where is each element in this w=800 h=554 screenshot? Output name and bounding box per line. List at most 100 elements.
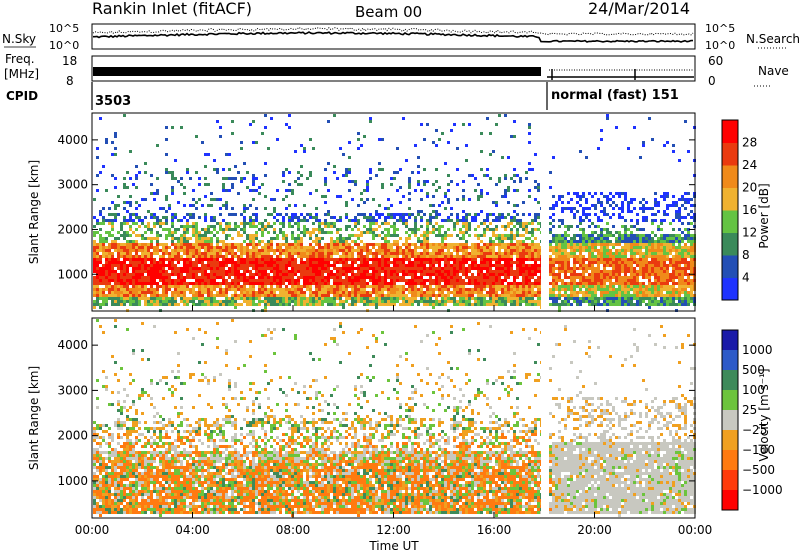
power-cell-3164 bbox=[441, 225, 444, 228]
power-cell-194 bbox=[114, 207, 117, 210]
power-cell-2438 bbox=[360, 276, 363, 279]
power-cell-2227 bbox=[336, 285, 339, 288]
power-cell-2996 bbox=[423, 231, 426, 234]
power-cell-224 bbox=[117, 246, 120, 249]
power-cell-1591 bbox=[267, 213, 270, 216]
power-cell-3687 bbox=[498, 276, 501, 279]
power-cell-4590 bbox=[603, 294, 606, 297]
power-cell-2195 bbox=[333, 264, 336, 267]
power-cell-2550 bbox=[372, 282, 375, 285]
power-cell-149 bbox=[108, 276, 111, 279]
power-cell-4789 bbox=[624, 300, 627, 303]
power-cell-1285 bbox=[234, 213, 237, 216]
power-cell-2159 bbox=[327, 303, 330, 306]
power-cell-3291 bbox=[456, 168, 459, 171]
power-cell-2902 bbox=[411, 288, 414, 291]
power-cell-301 bbox=[126, 186, 129, 189]
power-cell-3676 bbox=[498, 243, 501, 246]
power-cell-3776 bbox=[507, 288, 510, 291]
power-cell-4897 bbox=[636, 300, 639, 303]
power-cell-2914 bbox=[414, 228, 417, 231]
power-cell-1138 bbox=[216, 273, 219, 276]
power-cell-234 bbox=[117, 279, 120, 282]
power-cell-1827 bbox=[291, 291, 294, 294]
power-cell-3361 bbox=[462, 261, 465, 264]
power-cell-4307 bbox=[573, 270, 576, 273]
power-cell-613 bbox=[159, 270, 162, 273]
power-cell-2680 bbox=[387, 249, 390, 252]
power-cell-1580 bbox=[264, 282, 267, 285]
power-cell-206 bbox=[114, 270, 117, 273]
power-cell-2262 bbox=[342, 237, 345, 240]
power-cell-2561 bbox=[375, 222, 378, 225]
power-cell-3911 bbox=[522, 267, 525, 270]
power-cell-4452 bbox=[588, 303, 591, 306]
power-cell-1462 bbox=[252, 258, 255, 261]
power-cell-4865 bbox=[633, 279, 636, 282]
power-cell-2392 bbox=[357, 132, 360, 135]
power-cell-3865 bbox=[516, 291, 519, 294]
power-cell-1428 bbox=[249, 261, 252, 264]
power-cell-3033 bbox=[426, 249, 429, 252]
power-cell-3451 bbox=[474, 216, 477, 219]
power-cell-3844 bbox=[516, 219, 519, 222]
power-cell-334 bbox=[129, 213, 132, 216]
power-cell-2493 bbox=[366, 273, 369, 276]
power-cell-1774 bbox=[288, 126, 291, 129]
power-cell-3220 bbox=[447, 219, 450, 222]
beam-title: Beam 00 bbox=[355, 3, 422, 21]
power-cell-1664 bbox=[273, 303, 276, 306]
power-cell-3976 bbox=[528, 288, 531, 291]
power-cell-3625 bbox=[492, 264, 495, 267]
power-cell-3113 bbox=[435, 234, 438, 237]
power-cell-4109 bbox=[549, 294, 552, 297]
freq-left-label-2: [MHz] bbox=[4, 67, 39, 81]
power-cell-861 bbox=[186, 276, 189, 279]
power-cell-2761 bbox=[396, 240, 399, 243]
power-cell-1876 bbox=[297, 270, 300, 273]
power-cell-3642 bbox=[495, 216, 498, 219]
power-cell-915 bbox=[192, 291, 195, 294]
power-cell-4478 bbox=[591, 297, 594, 300]
power-cell-3442 bbox=[471, 282, 474, 285]
power-cell-4134 bbox=[552, 285, 555, 288]
power-cell-4527 bbox=[597, 276, 600, 279]
power-cell-3571 bbox=[486, 267, 489, 270]
power-cell-2830 bbox=[405, 213, 408, 216]
power-cell-1837 bbox=[294, 237, 297, 240]
power-cell-378 bbox=[132, 285, 135, 288]
power-cell-2729 bbox=[393, 225, 396, 228]
power-cell-999 bbox=[201, 294, 204, 297]
power-cell-3426 bbox=[468, 303, 471, 306]
power-cell-3368 bbox=[462, 285, 465, 288]
power-cell-2269 bbox=[342, 258, 345, 261]
power-cell-1108 bbox=[213, 267, 216, 270]
power-cell-3183 bbox=[441, 297, 444, 300]
power-cell-4352 bbox=[579, 243, 582, 246]
power-cell-3075 bbox=[432, 141, 435, 144]
power-cell-3446 bbox=[471, 297, 474, 300]
power-cell-3459 bbox=[474, 255, 477, 258]
power-cell-3965 bbox=[528, 252, 531, 255]
power-cell-2255 bbox=[339, 291, 342, 294]
power-cell-3979 bbox=[528, 297, 531, 300]
power-cell-3072 bbox=[429, 297, 432, 300]
power-cell-4855 bbox=[633, 246, 636, 249]
power-cell-2594 bbox=[378, 246, 381, 249]
power-cell-2144 bbox=[327, 258, 330, 261]
power-cell-296 bbox=[123, 294, 126, 297]
power-cell-2286 bbox=[345, 174, 348, 177]
power-cell-3906 bbox=[522, 252, 525, 255]
power-cell-825 bbox=[183, 258, 186, 261]
power-cell-4887 bbox=[636, 270, 639, 273]
power-cell-3225 bbox=[447, 249, 450, 252]
power-cell-2400 bbox=[357, 234, 360, 237]
power-cell-4563 bbox=[600, 297, 603, 300]
power-cell-3081 bbox=[432, 225, 435, 228]
power-cell-3386 bbox=[465, 246, 468, 249]
power-cell-1940 bbox=[303, 300, 306, 303]
power-cell-2633 bbox=[381, 282, 384, 285]
power-cell-2788 bbox=[399, 246, 402, 249]
power-cell-2776 bbox=[396, 288, 399, 291]
power-cell-2575 bbox=[375, 279, 378, 282]
